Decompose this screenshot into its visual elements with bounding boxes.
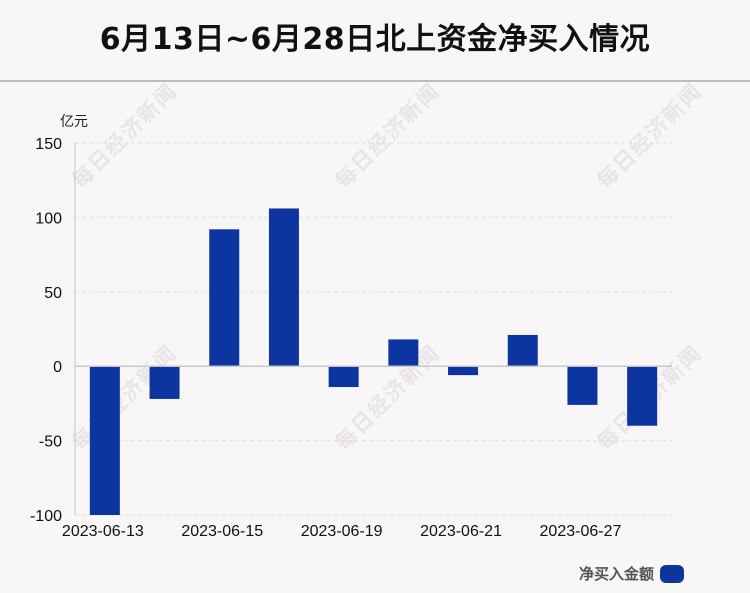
x-tick-label: 2023-06-19	[301, 523, 383, 540]
bar	[627, 366, 658, 426]
bar	[448, 366, 479, 376]
x-tick-label: 2023-06-15	[181, 523, 263, 540]
x-tick-label: 2023-06-27	[540, 523, 622, 540]
legend: 净买入金额	[579, 563, 684, 584]
x-tick-label: 2023-06-21	[420, 523, 502, 540]
x-tick-label: 2023-06-13	[62, 523, 144, 540]
bar	[149, 366, 180, 399]
bar	[507, 334, 538, 367]
legend-swatch	[660, 564, 684, 583]
y-tick-label: 0	[53, 359, 62, 376]
y-tick-label: -50	[39, 434, 62, 451]
title-divider	[0, 80, 750, 82]
y-tick-label: -100	[30, 508, 62, 525]
bar	[328, 366, 359, 388]
bar	[209, 229, 240, 367]
y-tick-label: 50	[44, 285, 62, 302]
y-tick-label: 100	[35, 210, 62, 227]
y-axis-unit: 亿元	[60, 114, 88, 130]
y-tick-label: 150	[35, 136, 62, 153]
bar	[268, 208, 299, 367]
bar	[89, 366, 120, 515]
bar	[567, 366, 598, 405]
chart-title: 6月13日~6月28日北上资金净买入情况	[99, 22, 651, 57]
bar	[388, 339, 419, 367]
legend-label: 净买入金额	[578, 565, 654, 583]
